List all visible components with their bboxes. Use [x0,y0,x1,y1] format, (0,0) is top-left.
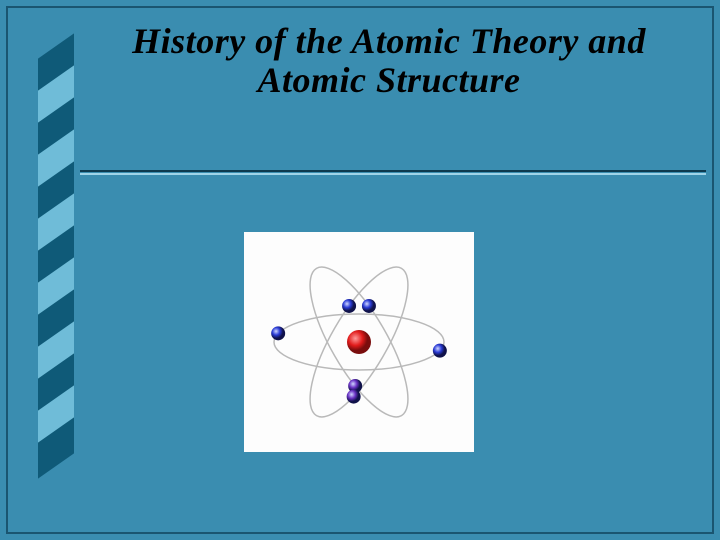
slide-title: History of the Atomic Theory and Atomic … [98,22,680,100]
atom-diagram [244,232,474,452]
decorative-ribbon [38,46,74,506]
title-underline [80,170,706,176]
atom-svg [259,242,459,442]
